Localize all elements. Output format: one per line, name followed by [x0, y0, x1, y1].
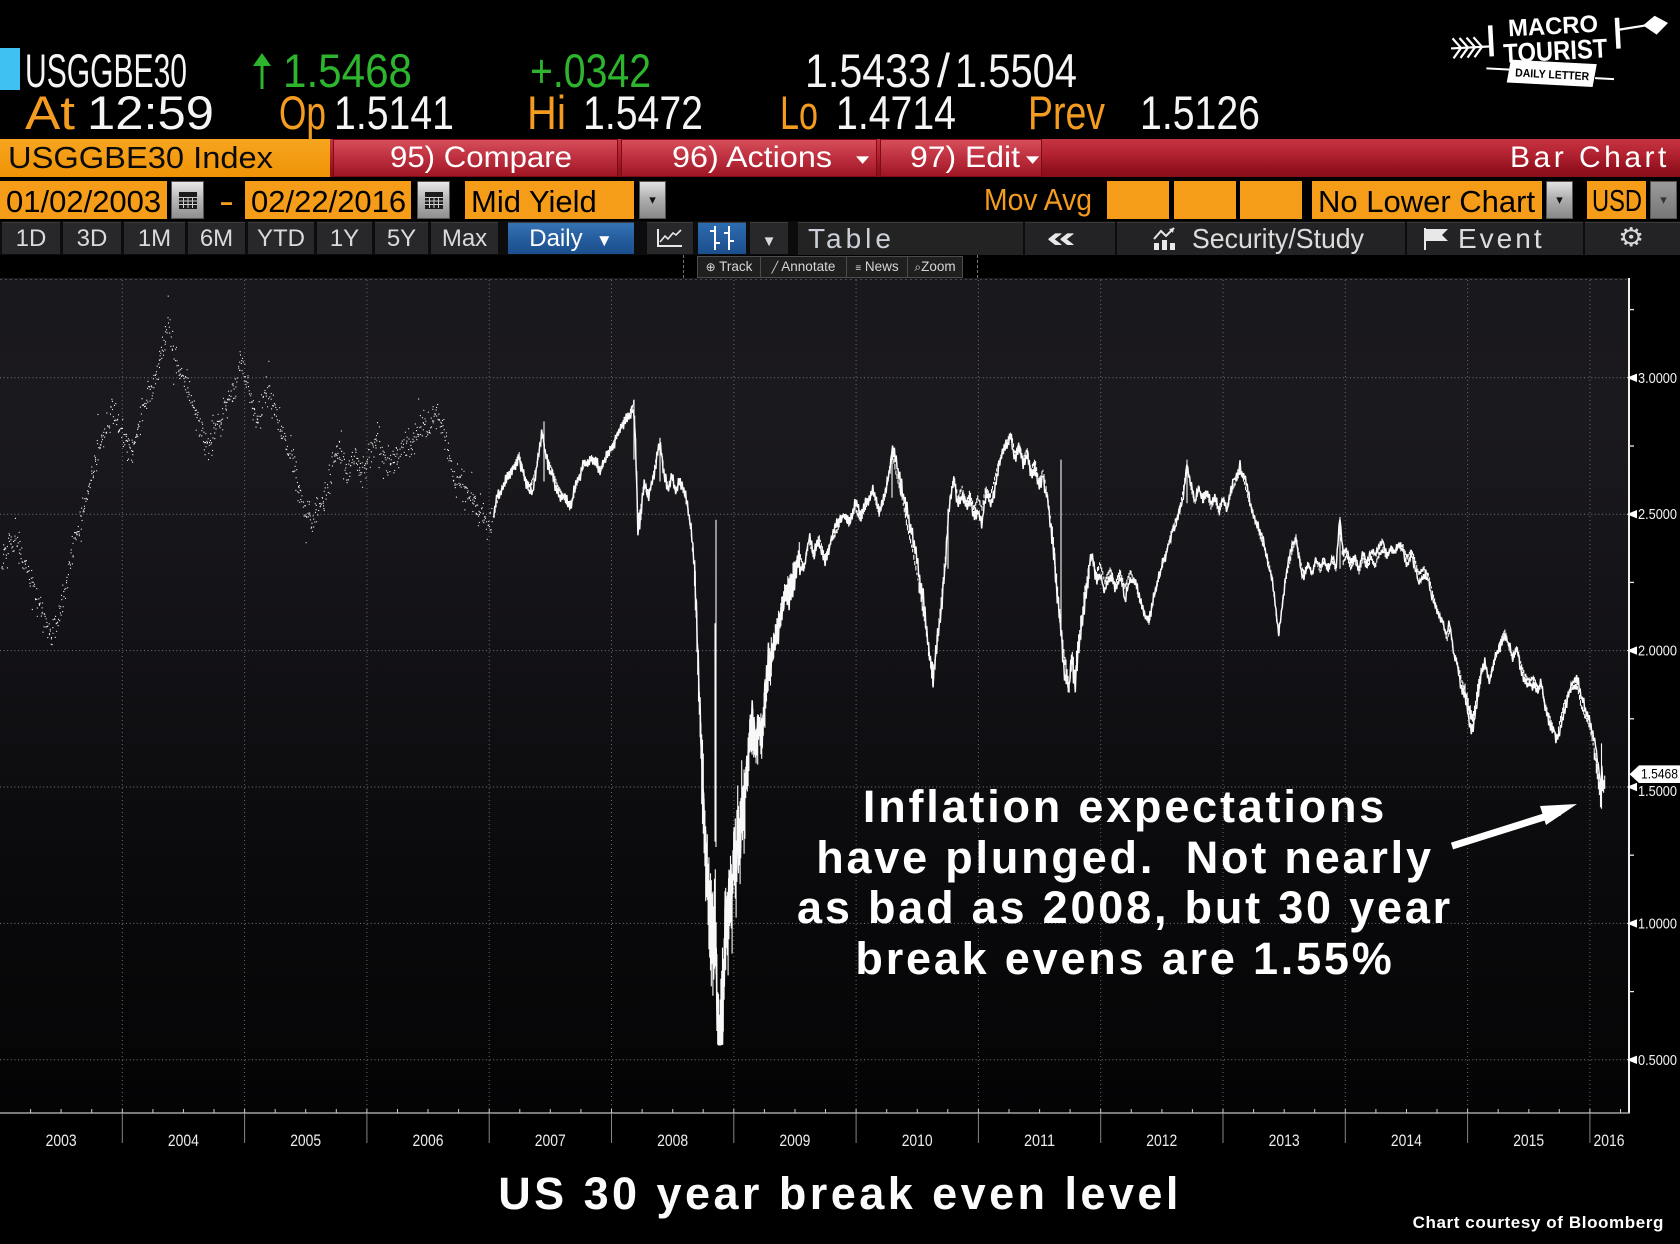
svg-text:2010: 2010: [902, 1132, 933, 1150]
svg-text:2013: 2013: [1269, 1132, 1300, 1150]
svg-text:MACRO: MACRO: [1507, 11, 1598, 43]
svg-text:0.5000: 0.5000: [1638, 1053, 1677, 1069]
svg-text:2004: 2004: [168, 1132, 199, 1150]
svg-text:DAILY LETTER: DAILY LETTER: [1515, 67, 1590, 83]
svg-text:2009: 2009: [779, 1132, 810, 1150]
svg-text:2005: 2005: [290, 1132, 321, 1150]
svg-text:2006: 2006: [413, 1132, 444, 1150]
svg-text:1.5468: 1.5468: [1641, 766, 1678, 782]
svg-text:2014: 2014: [1391, 1132, 1422, 1150]
svg-text:1.0000: 1.0000: [1638, 916, 1677, 932]
svg-text:2011: 2011: [1024, 1132, 1055, 1150]
svg-text:2.5000: 2.5000: [1638, 507, 1677, 523]
svg-text:2016: 2016: [1594, 1132, 1625, 1150]
svg-text:1.5000: 1.5000: [1638, 784, 1677, 800]
svg-text:2003: 2003: [46, 1132, 77, 1150]
svg-text:2008: 2008: [657, 1132, 688, 1150]
svg-text:2015: 2015: [1513, 1132, 1544, 1150]
svg-text:2012: 2012: [1146, 1132, 1177, 1150]
svg-text:2007: 2007: [535, 1132, 566, 1150]
svg-text:3.0000: 3.0000: [1638, 371, 1677, 387]
svg-text:2.0000: 2.0000: [1638, 644, 1677, 660]
